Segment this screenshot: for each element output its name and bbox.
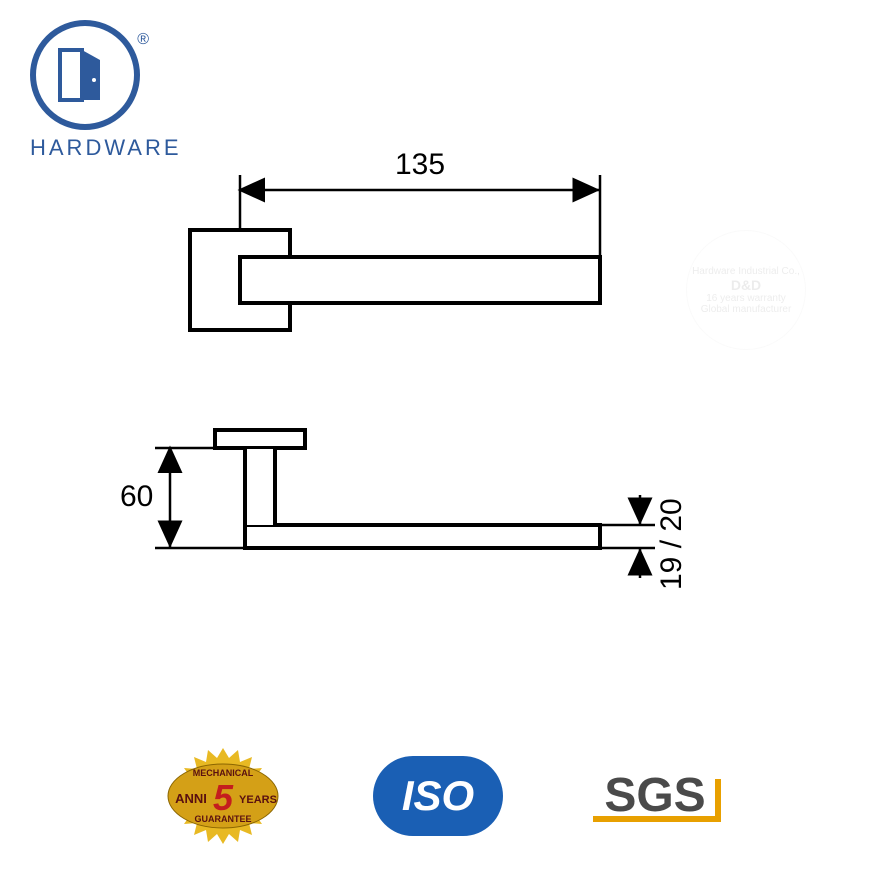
registered-mark: ® (137, 31, 149, 49)
technical-diagram: 135 60 19 / 20 (130, 150, 750, 670)
warranty-badge: MECHANICAL ANNI 5 YEARS GUARANTEE (153, 746, 293, 846)
side-lever (245, 525, 600, 548)
brand-logo: ® HARDWARE (30, 20, 182, 161)
sgs-badge: SGS (583, 761, 733, 831)
warranty-anni: ANNI (175, 791, 207, 806)
sgs-badge-svg: SGS (583, 761, 733, 831)
dim-width-label: 135 (395, 148, 445, 182)
svg-text:SGS: SGS (604, 769, 705, 822)
certification-badges: MECHANICAL ANNI 5 YEARS GUARANTEE ISO SG… (0, 746, 886, 846)
side-plate (215, 430, 305, 448)
iso-badge: ISO (373, 756, 503, 836)
warranty-years: YEARS (239, 794, 277, 806)
dim-height-label: 60 (120, 480, 153, 514)
warranty-bottom-text: GUARANTEE (194, 814, 251, 824)
warranty-five: 5 (213, 777, 234, 818)
front-lever (240, 257, 600, 303)
iso-text: ISO (402, 772, 474, 820)
dim-thickness-label: 19 / 20 (655, 498, 689, 590)
diagram-svg (130, 150, 750, 670)
logo-circle: ® (30, 20, 140, 130)
logo-door-icon (50, 40, 120, 110)
warranty-badge-svg: MECHANICAL ANNI 5 YEARS GUARANTEE (153, 746, 293, 846)
